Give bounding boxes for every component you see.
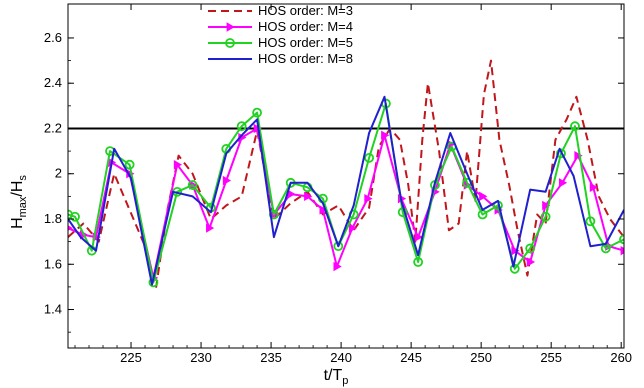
data-point [542, 200, 551, 211]
data-point [479, 191, 488, 202]
legend-item: HOS order: M=4 [208, 19, 353, 34]
x-tick-label: 260 [610, 350, 632, 365]
data-point [558, 178, 568, 188]
y-axis-title-sub1: max [17, 196, 29, 217]
y-tick-label: 1.4 [44, 302, 62, 317]
series-line [68, 127, 624, 279]
y-axis-title-mid: /H [9, 181, 26, 197]
series-line [68, 59, 624, 288]
x-tick-label: 235 [260, 350, 282, 365]
legend-item: HOS order: M=8 [208, 51, 353, 66]
data-point [585, 216, 596, 227]
data-point [173, 159, 183, 170]
x-axis-title: t/Tp [324, 367, 349, 387]
data-point [511, 245, 520, 256]
x-tick-label: 255 [540, 350, 562, 365]
data-point [414, 232, 423, 242]
axes-layer: 1.4 1.6 1.8 2 2.2 2.4 2.6 225 230 235 240 245 250 255… [44, 3, 632, 365]
legend-label: HOS order: M=4 [258, 19, 353, 34]
data-point [70, 211, 80, 222]
data-point [236, 121, 247, 132]
data-point [574, 150, 583, 161]
y-tick-label: 2.2 [44, 120, 62, 135]
data-point [333, 261, 342, 272]
data-point [413, 257, 424, 267]
data-point [304, 191, 313, 202]
legend-item: HOS order: M=3 [208, 3, 353, 18]
data-point [540, 211, 551, 222]
series-line [68, 95, 624, 286]
data-point [364, 193, 373, 204]
plot-frame [67, 3, 625, 349]
series-1 [68, 59, 624, 288]
data-point [222, 175, 232, 186]
y-tick-label: 2.6 [44, 30, 62, 45]
series-4 [68, 95, 624, 286]
y-axis-title: Hmax/Hs [9, 175, 29, 229]
data-point [226, 22, 235, 32]
y-axis-title-sub2: s [17, 175, 29, 181]
data-point [124, 159, 135, 170]
data-point [225, 38, 235, 48]
data-point [570, 121, 580, 132]
series-line [68, 102, 624, 284]
series-layer [68, 59, 624, 288]
legend-label: HOS order: M=3 [258, 3, 353, 18]
data-point [525, 243, 536, 254]
data-point [620, 245, 624, 256]
data-point [526, 257, 535, 267]
data-point [589, 182, 598, 193]
legend-label: HOS order: M=8 [258, 51, 353, 66]
data-point [187, 180, 198, 190]
data-point [333, 241, 344, 252]
x-tick-label: 250 [470, 350, 492, 365]
y-tick-label: 2 [55, 166, 62, 181]
x-axis-title-main: t/T [324, 367, 343, 384]
x-tick-label: 245 [400, 350, 422, 365]
data-point [364, 152, 375, 163]
data-point [252, 107, 262, 118]
data-point [348, 223, 358, 233]
data-point [319, 205, 328, 215]
y-tick-label: 2.4 [44, 75, 62, 90]
x-axis-title-sub: p [342, 375, 348, 387]
data-point [381, 130, 390, 140]
legend-label: HOS order: M=5 [258, 35, 353, 50]
data-point [619, 234, 624, 245]
legend-item: HOS order: M=5 [208, 35, 353, 50]
x-tick-label: 225 [120, 350, 142, 365]
y-axis-title-main: H [9, 217, 26, 229]
x-tick-label: 230 [190, 350, 212, 365]
y-tick-label: 1.6 [44, 256, 62, 271]
y-tick-label: 1.8 [44, 211, 62, 226]
data-point [206, 223, 215, 233]
x-tick-label: 240 [330, 350, 352, 365]
